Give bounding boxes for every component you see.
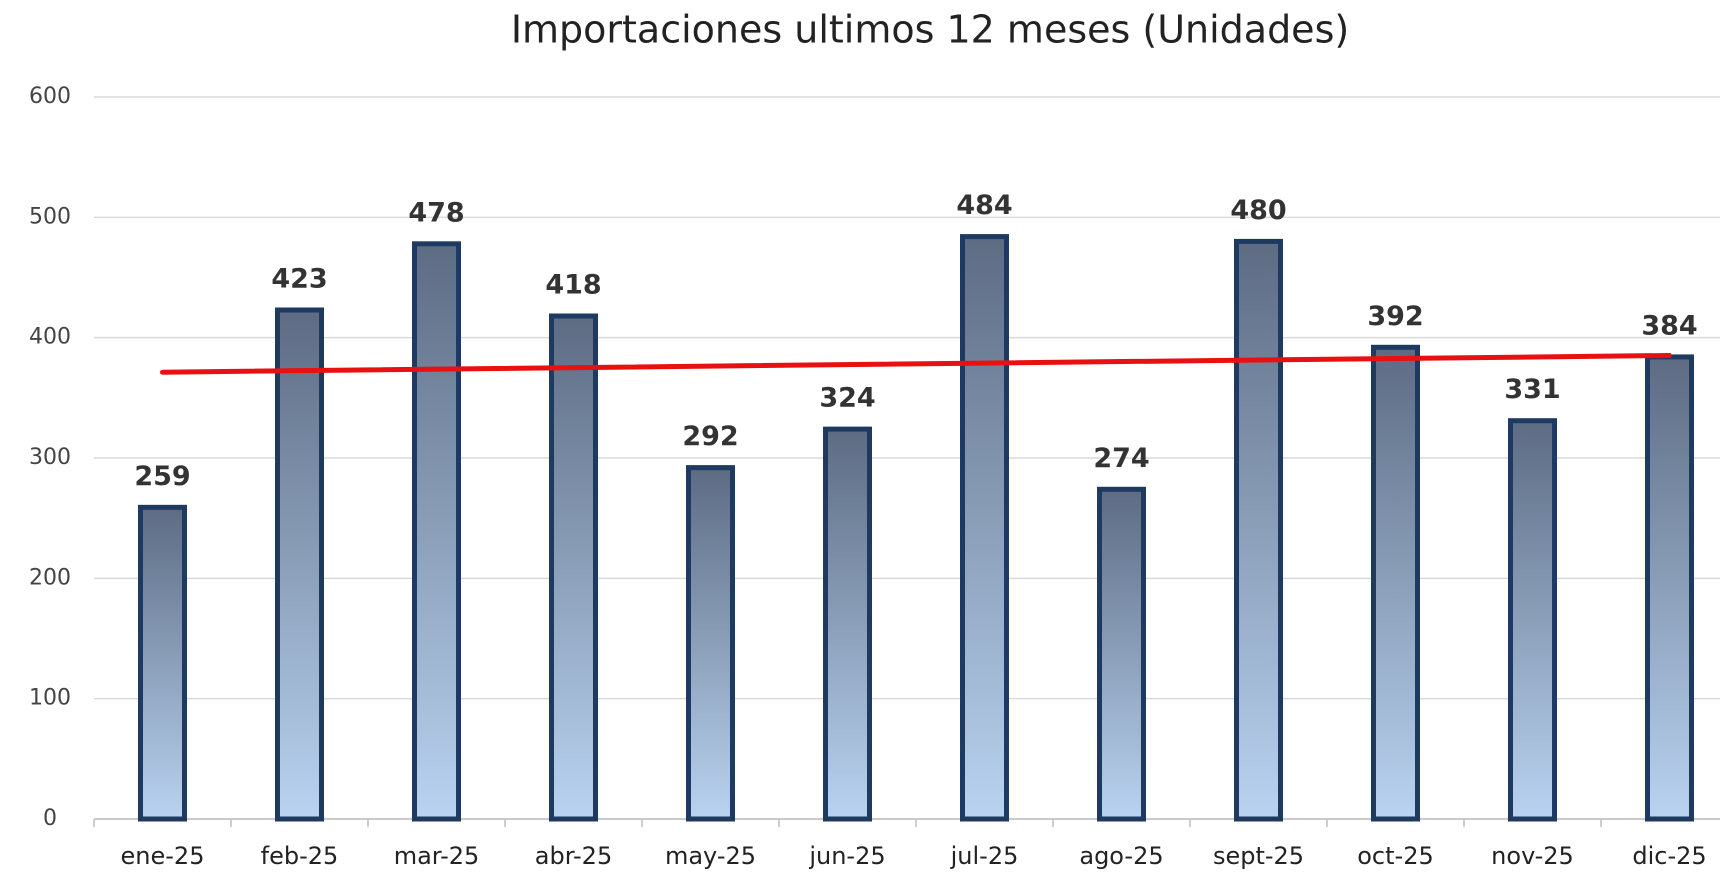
x-tick-label: jun-25 — [808, 842, 885, 870]
y-tick-label: 300 — [29, 445, 71, 470]
value-label: 274 — [1093, 443, 1149, 474]
x-tick-label: mar-25 — [394, 842, 480, 870]
bar — [686, 465, 735, 822]
x-tick-label: ene-25 — [121, 842, 205, 870]
bar — [1097, 486, 1146, 822]
x-tick-label: jul-25 — [950, 842, 1019, 870]
trend-line — [160, 352, 1672, 375]
value-label: 292 — [682, 421, 738, 452]
y-tick-label: 0 — [43, 806, 57, 831]
x-tick-label: sept-25 — [1213, 842, 1304, 870]
x-tick-label: may-25 — [665, 842, 756, 870]
bar — [960, 234, 1009, 822]
bar — [1234, 238, 1283, 822]
value-label: 384 — [1641, 310, 1697, 341]
value-label: 392 — [1367, 301, 1423, 332]
bar — [549, 313, 598, 822]
chart-title: Importaciones ultimos 12 meses (Unidades… — [511, 8, 1349, 52]
value-label: 484 — [956, 190, 1012, 221]
y-tick-label: 500 — [29, 204, 71, 229]
value-label: 480 — [1230, 195, 1286, 226]
x-tick-label: dic-25 — [1632, 842, 1706, 870]
x-tick-label: ago-25 — [1079, 842, 1163, 870]
bar — [1645, 354, 1694, 822]
value-label: 331 — [1504, 374, 1560, 405]
y-tick-label: 100 — [29, 686, 71, 711]
x-tick-label: oct-25 — [1357, 842, 1434, 870]
y-tick-label: 200 — [29, 565, 71, 590]
bar — [138, 504, 187, 822]
value-label: 423 — [271, 263, 327, 294]
bar — [1508, 418, 1557, 822]
bar — [1371, 344, 1420, 822]
value-label: 478 — [408, 197, 464, 228]
bar — [823, 426, 872, 822]
x-tick-label: abr-25 — [535, 842, 612, 870]
y-tick-label: 600 — [29, 84, 71, 109]
value-label: 324 — [819, 383, 875, 414]
value-label: 259 — [134, 461, 190, 492]
y-tick-label: 400 — [29, 325, 71, 350]
x-tick-label: feb-25 — [261, 842, 339, 870]
bar — [275, 307, 324, 822]
value-label: 418 — [545, 270, 601, 301]
bar — [412, 241, 461, 822]
x-tick-label: nov-25 — [1491, 842, 1574, 870]
